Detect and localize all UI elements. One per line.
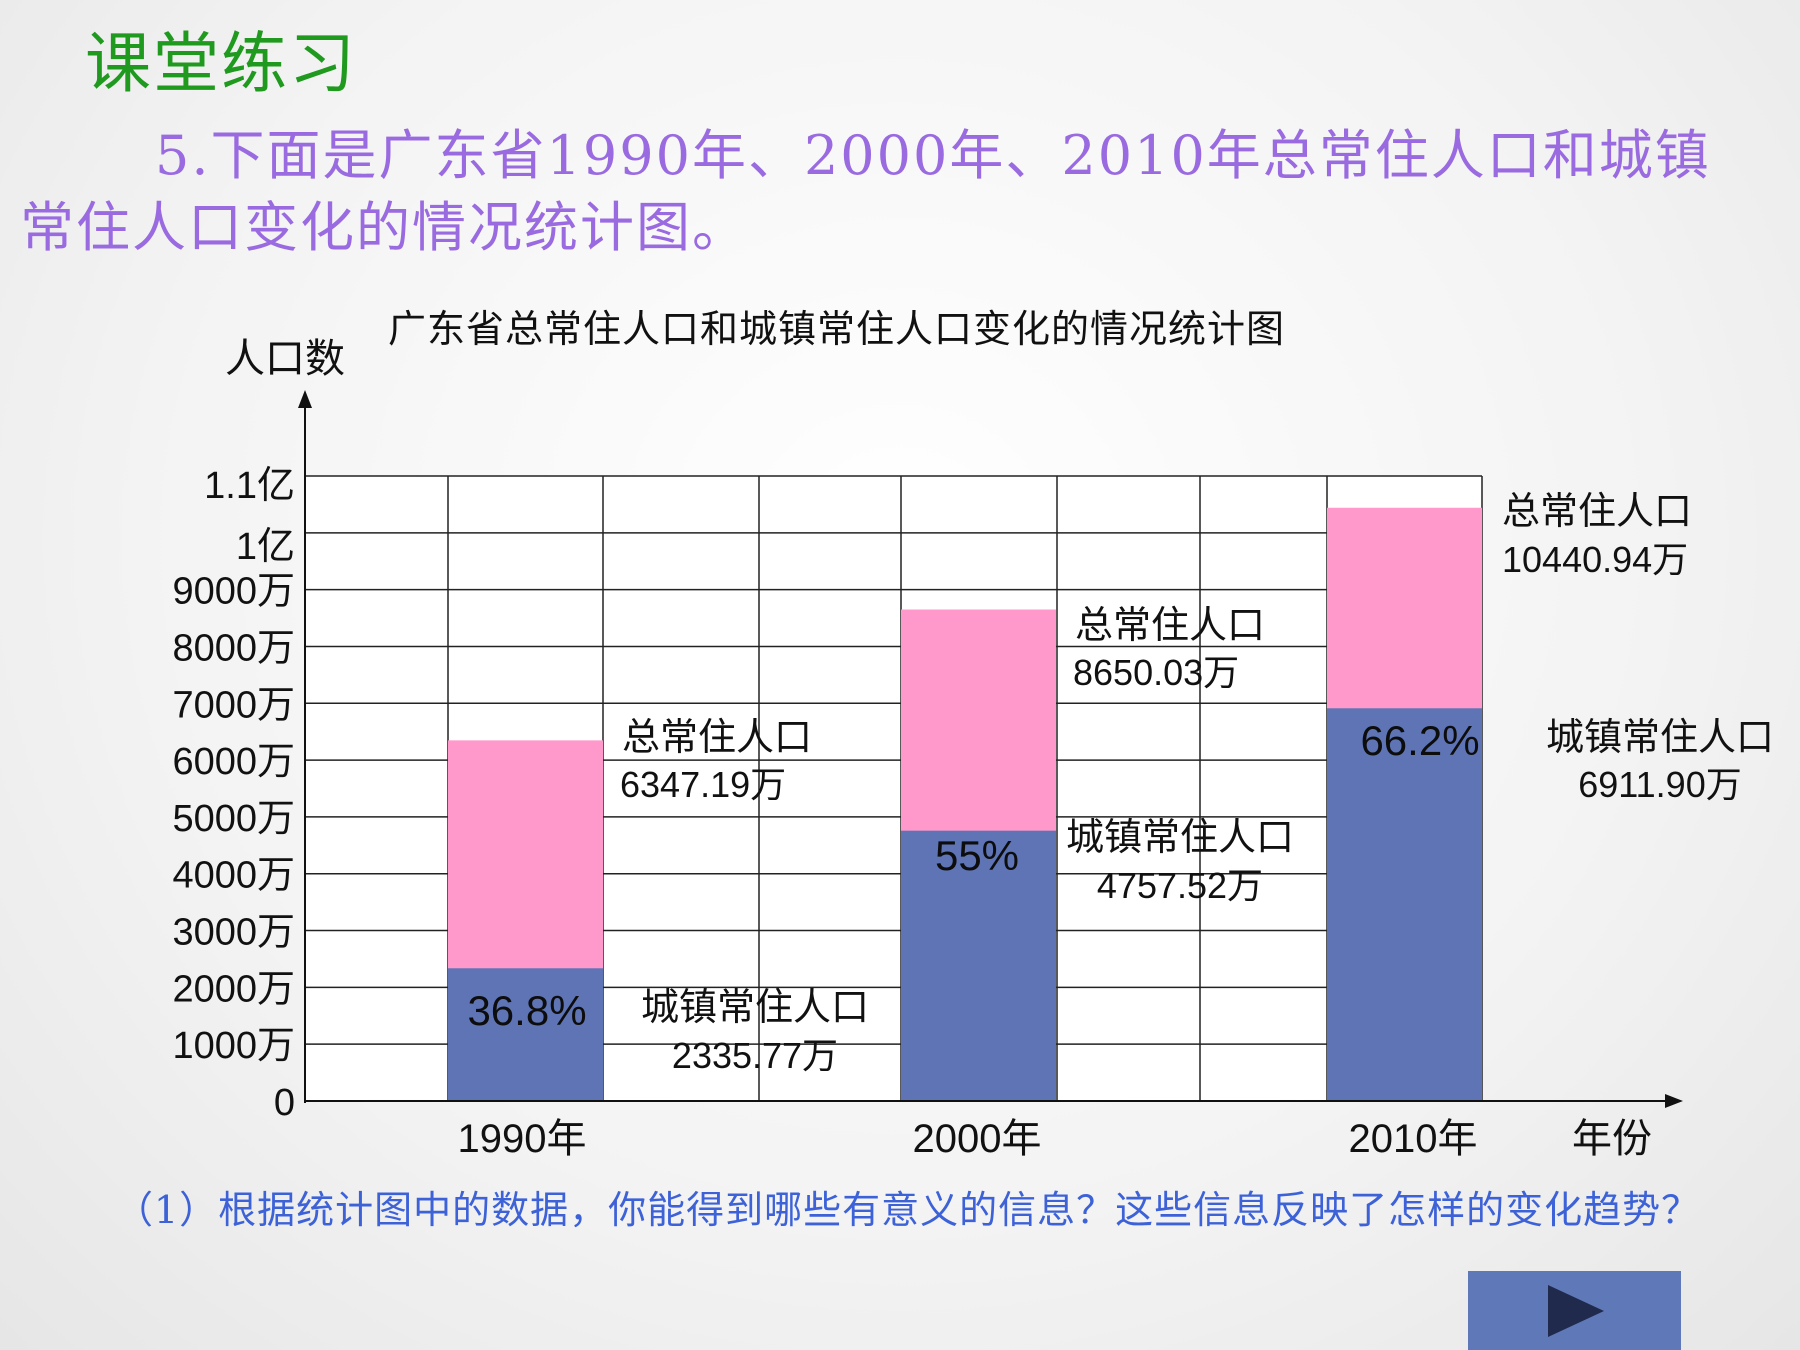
slide-heading: 课堂练习 — [85, 25, 357, 102]
x-tick-label: 2000年 — [913, 1117, 1042, 1161]
urban-percent-label: 36.8% — [467, 987, 586, 1034]
x-axis-label: 年份 — [1572, 1116, 1652, 1162]
y-tick-label: 5000万 — [172, 798, 295, 840]
y-tick-label: 9000万 — [172, 571, 295, 613]
y-tick-label: 1000万 — [172, 1025, 295, 1067]
annotation-value: 4757.52万 — [1097, 865, 1263, 906]
annotation-title: 城镇常住人口 — [1546, 715, 1774, 759]
bar-urban — [448, 968, 603, 1101]
annotation-value: 6347.19万 — [620, 764, 786, 805]
population-bar-chart: 0 1000万 2000万 3000万 4000万 5000万 6000万 7000万 8000… — [172, 307, 1774, 1162]
y-tick-label: 4000万 — [172, 855, 295, 897]
question-text: （1）根据统计图中的数据，你能得到哪些有意义的信息？这些信息反映了怎样的变化趋势… — [115, 1188, 1701, 1232]
y-tick-label: 3000万 — [172, 912, 295, 954]
x-axis-arrow — [1665, 1094, 1683, 1108]
chart-labels: 0 1000万 2000万 3000万 4000万 5000万 6000万 7000万 8000… — [172, 307, 1774, 1162]
chart-bars — [448, 507, 1482, 1101]
y-tick-label: 0 — [274, 1082, 295, 1124]
y-tick-label: 7000万 — [172, 684, 295, 726]
play-triangle-icon — [1548, 1285, 1604, 1337]
y-tick-label: 1.1亿 — [204, 465, 295, 507]
y-tick-label: 1亿 — [236, 526, 295, 568]
urban-percent-label: 66.2% — [1360, 717, 1479, 764]
y-axis-arrow — [298, 390, 312, 408]
y-tick-label: 6000万 — [172, 741, 295, 783]
problem-statement: 5.下面是广东省1990年、2000年、2010年总常住人口和城镇常住人口变化的… — [20, 124, 1711, 259]
y-axis-label: 人口数 — [225, 336, 345, 382]
annotation-value: 2335.77万 — [672, 1035, 838, 1076]
annotation-value: 8650.03万 — [1073, 652, 1239, 693]
annotation-title: 总常住人口 — [1075, 603, 1265, 647]
annotation-title: 总常住人口 — [1502, 489, 1692, 533]
y-tick-label: 8000万 — [172, 627, 295, 669]
next-slide-button[interactable] — [1468, 1271, 1681, 1350]
y-tick-label: 2000万 — [172, 968, 295, 1010]
annotation-title: 城镇常住人口 — [641, 985, 869, 1029]
chart-title: 广东省总常住人口和城镇常住人口变化的情况统计图 — [388, 307, 1285, 351]
x-tick-label: 1990年 — [458, 1117, 587, 1161]
urban-percent-label: 55% — [935, 832, 1019, 879]
annotation-value: 6911.90万 — [1578, 764, 1741, 805]
annotation-title: 总常住人口 — [622, 715, 812, 759]
annotation-title: 城镇常住人口 — [1066, 815, 1294, 859]
bar-urban — [1327, 708, 1482, 1101]
annotation-value: 10440.94万 — [1502, 539, 1688, 580]
chart-axes — [298, 390, 1683, 1108]
x-tick-label: 2010年 — [1349, 1117, 1478, 1161]
bar-urban — [901, 830, 1056, 1101]
